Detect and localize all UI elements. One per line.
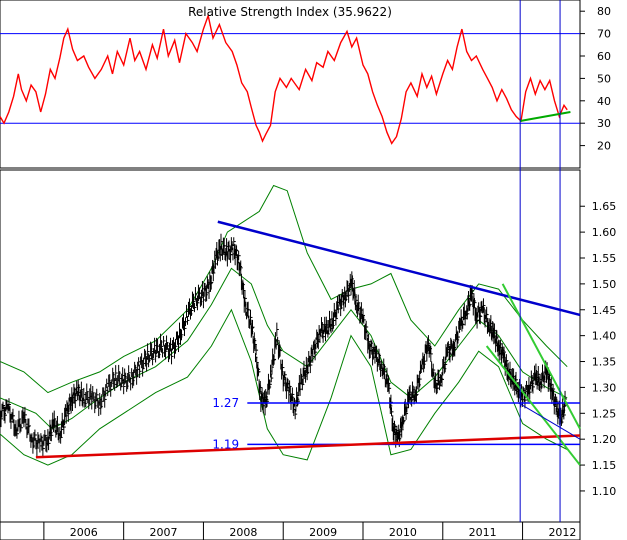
x-axis-tick-label: 2010 [389, 526, 417, 539]
resistance-trendline [217, 220, 581, 317]
rsi-y-tick-label: 50 [597, 72, 611, 85]
price-y-tick-label: 1.50 [592, 278, 617, 291]
vertical-markers [519, 0, 561, 522]
price-y-tick-label: 1.20 [592, 433, 617, 446]
x-axis-tick-label: 2007 [150, 526, 178, 539]
x-axis-tick-label: 2009 [309, 526, 337, 539]
thin-trendline [518, 402, 581, 440]
rsi-title: Relative Strength Index (35.9622) [188, 5, 392, 19]
rsi-y-axis: 20 30 40 50 60 70 80 [580, 5, 611, 153]
rsi-y-tick-label: 80 [597, 5, 611, 18]
rsi-y-tick-label: 20 [597, 140, 611, 153]
channel-upper-line [501, 283, 581, 430]
rsi-y-tick-label: 60 [597, 50, 611, 63]
price-y-tick-label: 1.25 [592, 407, 617, 420]
level-annotation-label: 1.19 [212, 437, 239, 451]
price-y-tick-label: 1.55 [592, 252, 617, 265]
x-axis-tick-label: 2011 [469, 526, 497, 539]
price-series [0, 233, 568, 457]
channel-lower-line [485, 345, 581, 466]
price-panel: 1.10 1.15 1.20 1.25 1.30 1.35 1.40 1.45 1.50 1.55… [0, 169, 616, 523]
price-y-tick-label: 1.40 [592, 330, 617, 343]
rsi-y-tick-label: 30 [597, 117, 611, 130]
rsi-series-line [0, 13, 568, 145]
x-axis-tick-label: 2008 [229, 526, 257, 539]
x-axis-strip [0, 521, 581, 540]
rsi-support-trendline [519, 111, 571, 122]
price-y-tick-label: 1.10 [592, 485, 617, 498]
rsi-panel: 20 30 40 50 60 70 80 Relative Strength Index (… [0, 0, 611, 169]
rsi-reference-lines [0, 33, 580, 124]
x-axis: 2006 2007 2008 2009 2010 2011 2012 [0, 521, 581, 540]
price-y-tick-label: 1.45 [592, 304, 617, 317]
x-axis-tick-label: 2006 [70, 526, 98, 539]
price-y-axis: 1.10 1.15 1.20 1.25 1.30 1.35 1.40 1.45 1.50 1.55… [580, 200, 616, 498]
price-y-tick-label: 1.60 [592, 226, 617, 239]
rsi-y-tick-label: 70 [597, 28, 611, 41]
rsi-trendline-group [519, 111, 571, 122]
support-trendline [35, 434, 581, 459]
bollinger-lower-line [0, 308, 568, 466]
x-axis-tick-label: 2012 [548, 526, 576, 539]
rsi-line-group [0, 13, 568, 145]
rsi-y-tick-label: 40 [597, 95, 611, 108]
trendlines [35, 220, 581, 466]
level-annotations: 1.27 1.19 [212, 396, 239, 451]
price-y-tick-label: 1.65 [592, 200, 617, 213]
level-annotation-label: 1.27 [212, 396, 239, 410]
rsi-panel-frame [0, 0, 581, 169]
price-y-tick-label: 1.15 [592, 459, 617, 472]
price-y-tick-label: 1.35 [592, 356, 617, 369]
price-y-tick-label: 1.30 [592, 381, 617, 394]
